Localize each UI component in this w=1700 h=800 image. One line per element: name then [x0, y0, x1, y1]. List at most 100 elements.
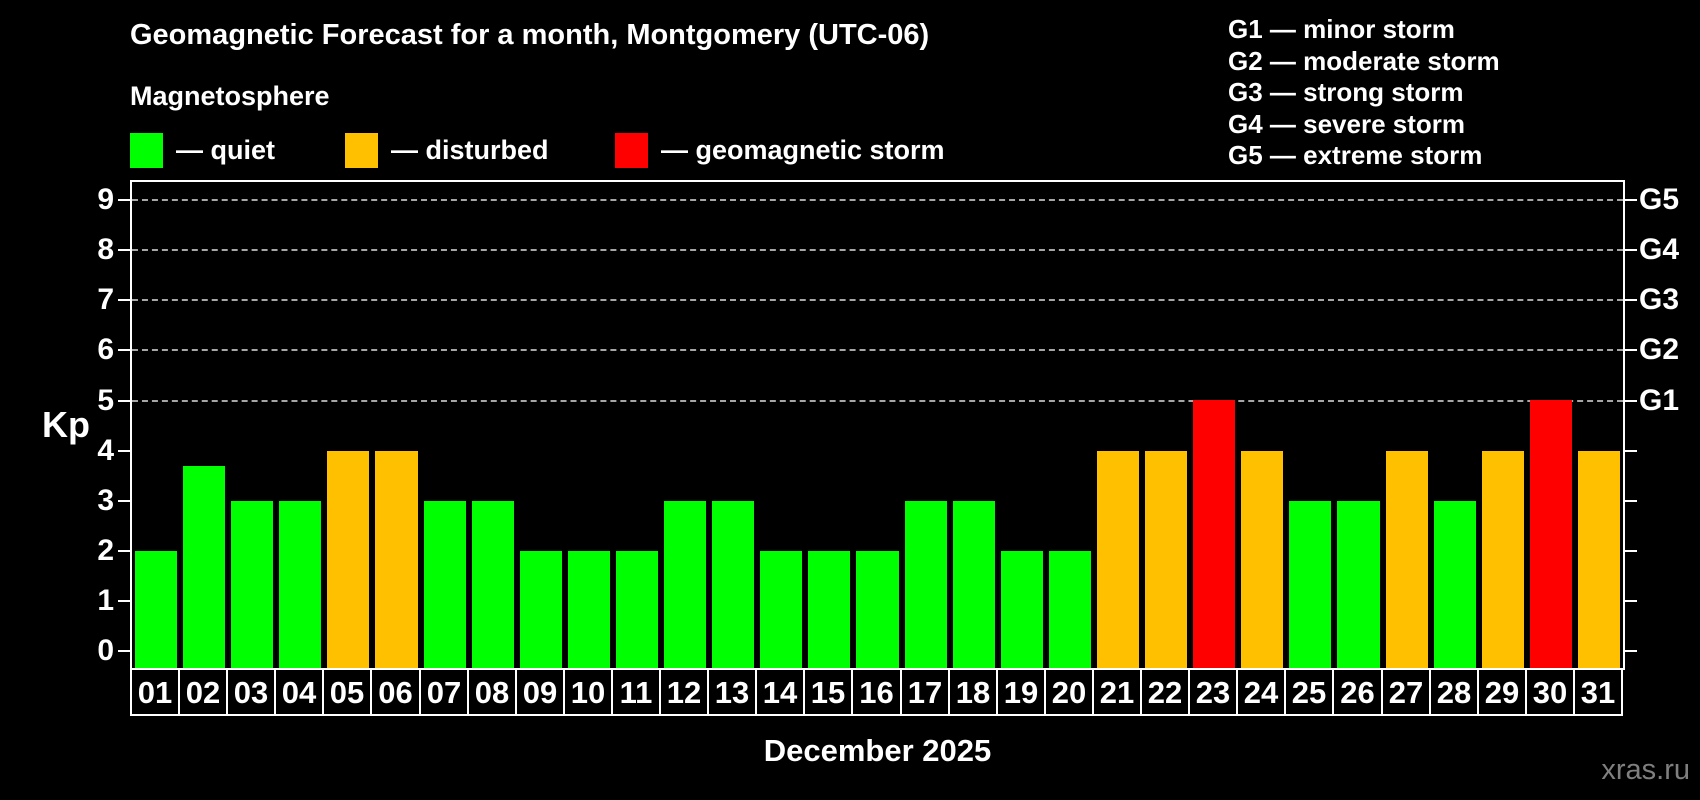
g-axis-label-g4: G4 [1639, 233, 1680, 266]
day-label-16: 16 [851, 668, 902, 716]
kp-bar-day-20 [1049, 551, 1091, 668]
day-label-19: 19 [996, 668, 1046, 716]
y-tick-label-5: 5 [97, 384, 114, 417]
y-tick-right-1 [1624, 600, 1637, 602]
kp-bar-day-18 [953, 501, 995, 668]
kp-bar-day-23 [1193, 400, 1235, 668]
g-legend-line-g4: G4 — severe storm [1228, 108, 1466, 139]
g-scale-legend: G1 — minor storm G2 — moderate storm G3 … [1228, 14, 1500, 172]
y-tick-label-4: 4 [97, 434, 114, 467]
day-label-26: 26 [1332, 668, 1383, 716]
y-tick-label-2: 2 [97, 534, 114, 567]
plot-area [132, 182, 1623, 668]
kp-bar-day-02 [183, 466, 225, 668]
y-tick-right-4 [1624, 450, 1637, 452]
day-label-14: 14 [755, 668, 805, 716]
y-tick-right-6 [1624, 349, 1637, 351]
day-label-02: 02 [178, 668, 228, 716]
chart-subtitle: Magnetosphere [130, 81, 330, 111]
day-label-17: 17 [900, 668, 950, 716]
kp-bar-day-01 [135, 551, 177, 668]
kp-bar-day-26 [1337, 501, 1380, 668]
legend-item-storm: — geomagnetic storm [615, 133, 945, 168]
y-tick-left-3 [118, 500, 131, 502]
y-axis-title: Kp [42, 404, 90, 445]
watermark: xras.ru [1601, 754, 1690, 786]
kp-bar-day-27 [1386, 451, 1428, 668]
y-tick-right-8 [1624, 249, 1637, 251]
day-label-05: 05 [322, 668, 372, 716]
day-label-07: 07 [419, 668, 469, 716]
day-label-06: 06 [370, 668, 421, 716]
kp-bar-day-17 [905, 501, 947, 668]
gridline-kp-7 [132, 299, 1623, 301]
legend-item-quiet: — quiet [130, 133, 275, 168]
y-tick-label-1: 1 [97, 584, 114, 617]
day-label-30: 30 [1525, 668, 1575, 716]
disturbed-swatch-icon [345, 133, 378, 168]
y-tick-left-8 [118, 249, 131, 251]
kp-bar-day-28 [1434, 501, 1476, 668]
gridline-kp-6 [132, 349, 1623, 351]
y-tick-right-7 [1624, 299, 1637, 301]
x-axis-title: December 2025 [763, 733, 992, 768]
kp-bar-day-10 [568, 551, 610, 668]
day-label-15: 15 [803, 668, 853, 716]
day-label-09: 09 [515, 668, 565, 716]
day-label-28: 28 [1429, 668, 1479, 716]
g-axis-label-g5: G5 [1639, 183, 1680, 216]
day-label-24: 24 [1236, 668, 1286, 716]
y-tick-right-0 [1624, 650, 1637, 652]
kp-bar-day-14 [760, 551, 802, 668]
g-legend-line-g1: G1 — minor storm [1228, 14, 1455, 44]
legend-label-quiet: — quiet [176, 135, 275, 165]
kp-bar-day-03 [231, 501, 273, 668]
g-legend-line-g5: G5 — extreme storm [1228, 140, 1483, 170]
legend-label-disturbed: — disturbed [391, 135, 549, 165]
kp-bar-day-30 [1530, 400, 1572, 668]
y-tick-left-9 [118, 199, 131, 201]
day-label-23: 23 [1188, 668, 1238, 716]
y-tick-label-3: 3 [97, 484, 114, 517]
kp-bar-day-16 [856, 551, 899, 668]
day-label-21: 21 [1092, 668, 1142, 716]
kp-bar-day-11 [616, 551, 658, 668]
day-label-20: 20 [1044, 668, 1094, 716]
kp-bar-day-25 [1289, 501, 1331, 668]
kp-bar-day-22 [1145, 451, 1187, 668]
legend-item-disturbed: — disturbed [345, 133, 549, 168]
day-label-18: 18 [948, 668, 998, 716]
kp-bar-day-06 [375, 451, 418, 668]
day-label-12: 12 [659, 668, 709, 716]
y-tick-left-0 [118, 650, 131, 652]
kp-bar-day-08 [472, 501, 514, 668]
day-label-10: 10 [563, 668, 613, 716]
g-legend-line-g3: G3 — strong storm [1228, 77, 1464, 107]
day-label-25: 25 [1284, 668, 1334, 716]
kp-bar-day-05 [327, 451, 369, 668]
y-tick-right-2 [1624, 550, 1637, 552]
day-label-29: 29 [1477, 668, 1527, 716]
kp-bar-day-24 [1241, 451, 1283, 668]
day-label-31: 31 [1573, 668, 1623, 716]
y-tick-left-7 [118, 299, 131, 301]
g-axis-label-g1: G1 [1639, 384, 1680, 417]
y-tick-left-2 [118, 550, 131, 552]
day-label-01: 01 [130, 668, 180, 716]
y-tick-left-5 [118, 400, 131, 402]
y-tick-left-4 [118, 450, 131, 452]
day-label-13: 13 [707, 668, 757, 716]
kp-bar-day-04 [279, 501, 321, 668]
y-tick-label-8: 8 [97, 233, 114, 266]
day-label-11: 11 [611, 668, 661, 716]
day-label-22: 22 [1140, 668, 1190, 716]
chart-title: Geomagnetic Forecast for a month, Montgo… [130, 19, 930, 51]
kp-bar-day-29 [1482, 451, 1524, 668]
g-axis-label-g2: G2 [1639, 333, 1680, 366]
y-tick-label-6: 6 [97, 333, 114, 366]
kp-bar-day-12 [664, 501, 706, 668]
kp-bar-day-15 [808, 551, 850, 668]
g-legend-line-g2: G2 — moderate storm [1228, 45, 1500, 76]
g-axis-label-g3: G3 [1639, 283, 1680, 316]
